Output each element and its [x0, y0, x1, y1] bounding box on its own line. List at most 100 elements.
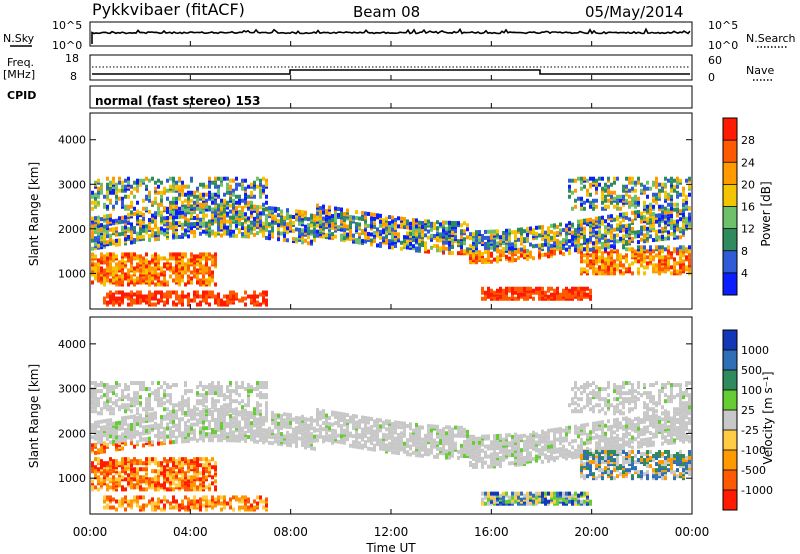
heat-cell: [151, 391, 154, 396]
heat-cell: [151, 231, 154, 236]
heat-cell: [301, 218, 304, 223]
heat-cell: [601, 261, 604, 266]
heat-cell: [679, 227, 682, 232]
heat-cell: [226, 200, 229, 205]
heat-cell: [235, 399, 238, 404]
heat-cell: [589, 296, 592, 301]
heat-cell: [124, 495, 127, 500]
heat-cell: [106, 418, 109, 423]
heat-cell: [139, 435, 142, 440]
heat-cell: [115, 479, 118, 484]
heat-cell: [487, 245, 490, 250]
heat-cell: [646, 232, 649, 237]
heat-cell: [562, 240, 565, 245]
heat-cell: [547, 254, 550, 259]
heat-cell: [376, 227, 379, 232]
heat-cell: [535, 243, 538, 248]
heat-cell: [649, 261, 652, 266]
heat-cell: [169, 434, 172, 439]
heat-cell: [586, 218, 589, 223]
heat-cell: [199, 268, 202, 273]
heat-cell: [670, 180, 673, 185]
heat-cell: [181, 258, 184, 263]
heat-cell: [97, 202, 100, 207]
heat-cell: [643, 249, 646, 254]
heat-cell: [148, 501, 151, 506]
heat-cell: [631, 249, 634, 254]
heat-cell: [640, 257, 643, 262]
heat-cell: [484, 241, 487, 246]
heat-cell: [682, 208, 685, 213]
heat-cell: [640, 215, 643, 220]
heat-cell: [91, 268, 94, 273]
heat-cell: [142, 383, 145, 388]
heat-cell: [367, 223, 370, 228]
heat-cell: [328, 211, 331, 216]
heat-cell: [157, 463, 160, 468]
heat-cell: [241, 198, 244, 203]
heat-cell: [103, 232, 106, 237]
heat-cell: [184, 457, 187, 462]
heat-cell: [202, 229, 205, 234]
heat-cell: [127, 387, 130, 392]
heat-cell: [229, 203, 232, 208]
heat-cell: [166, 300, 169, 305]
heat-cell: [199, 294, 202, 299]
heat-cell: [337, 207, 340, 212]
heat-cell: [583, 236, 586, 241]
heat-cell: [259, 419, 262, 424]
heat-cell: [226, 227, 229, 232]
heat-cell: [580, 247, 583, 252]
heat-cell: [190, 226, 193, 231]
heat-cell: [613, 261, 616, 266]
heat-cell: [340, 225, 343, 230]
heat-cell: [100, 182, 103, 187]
heat-cell: [145, 459, 148, 464]
heat-cell: [142, 280, 145, 285]
heat-cell: [664, 198, 667, 203]
heat-cell: [262, 294, 265, 299]
heat-cell: [157, 254, 160, 259]
heat-cell: [211, 495, 214, 500]
heat-cell: [163, 395, 166, 400]
ytick-label: 3000: [58, 178, 86, 191]
heat-cell: [115, 477, 118, 482]
heat-cell: [157, 260, 160, 265]
heat-cell: [169, 176, 172, 181]
heat-cell: [583, 267, 586, 272]
heat-cell: [208, 407, 211, 412]
heat-cell: [427, 229, 430, 234]
heat-cell: [163, 407, 166, 412]
heat-cell: [205, 184, 208, 189]
heat-cell: [172, 463, 175, 468]
heat-cell: [634, 182, 637, 187]
heat-cell: [241, 178, 244, 183]
heat-cell: [193, 268, 196, 273]
heat-cell: [235, 391, 238, 396]
heat-cell: [94, 272, 97, 277]
heat-cell: [217, 300, 220, 305]
heat-cell: [244, 296, 247, 301]
heat-cell: [205, 260, 208, 265]
heat-cell: [238, 401, 241, 406]
heat-cell: [319, 216, 322, 221]
heat-cell: [625, 259, 628, 264]
heat-cell: [682, 267, 685, 272]
heat-cell: [460, 249, 463, 254]
heat-cell: [415, 234, 418, 239]
heat-cell: [514, 250, 517, 255]
heat-cell: [520, 241, 523, 246]
heat-cell: [190, 465, 193, 470]
heat-cell: [109, 457, 112, 462]
heat-cell: [166, 215, 169, 220]
heat-cell: [649, 253, 652, 258]
heat-cell: [364, 219, 367, 224]
heat-cell: [220, 507, 223, 512]
heat-cell: [277, 219, 280, 224]
heat-cell: [223, 503, 226, 508]
heat-cell: [394, 227, 397, 232]
heat-cell: [244, 403, 247, 408]
heat-cell: [166, 473, 169, 478]
heat-cell: [250, 222, 253, 227]
heat-cell: [121, 416, 124, 421]
